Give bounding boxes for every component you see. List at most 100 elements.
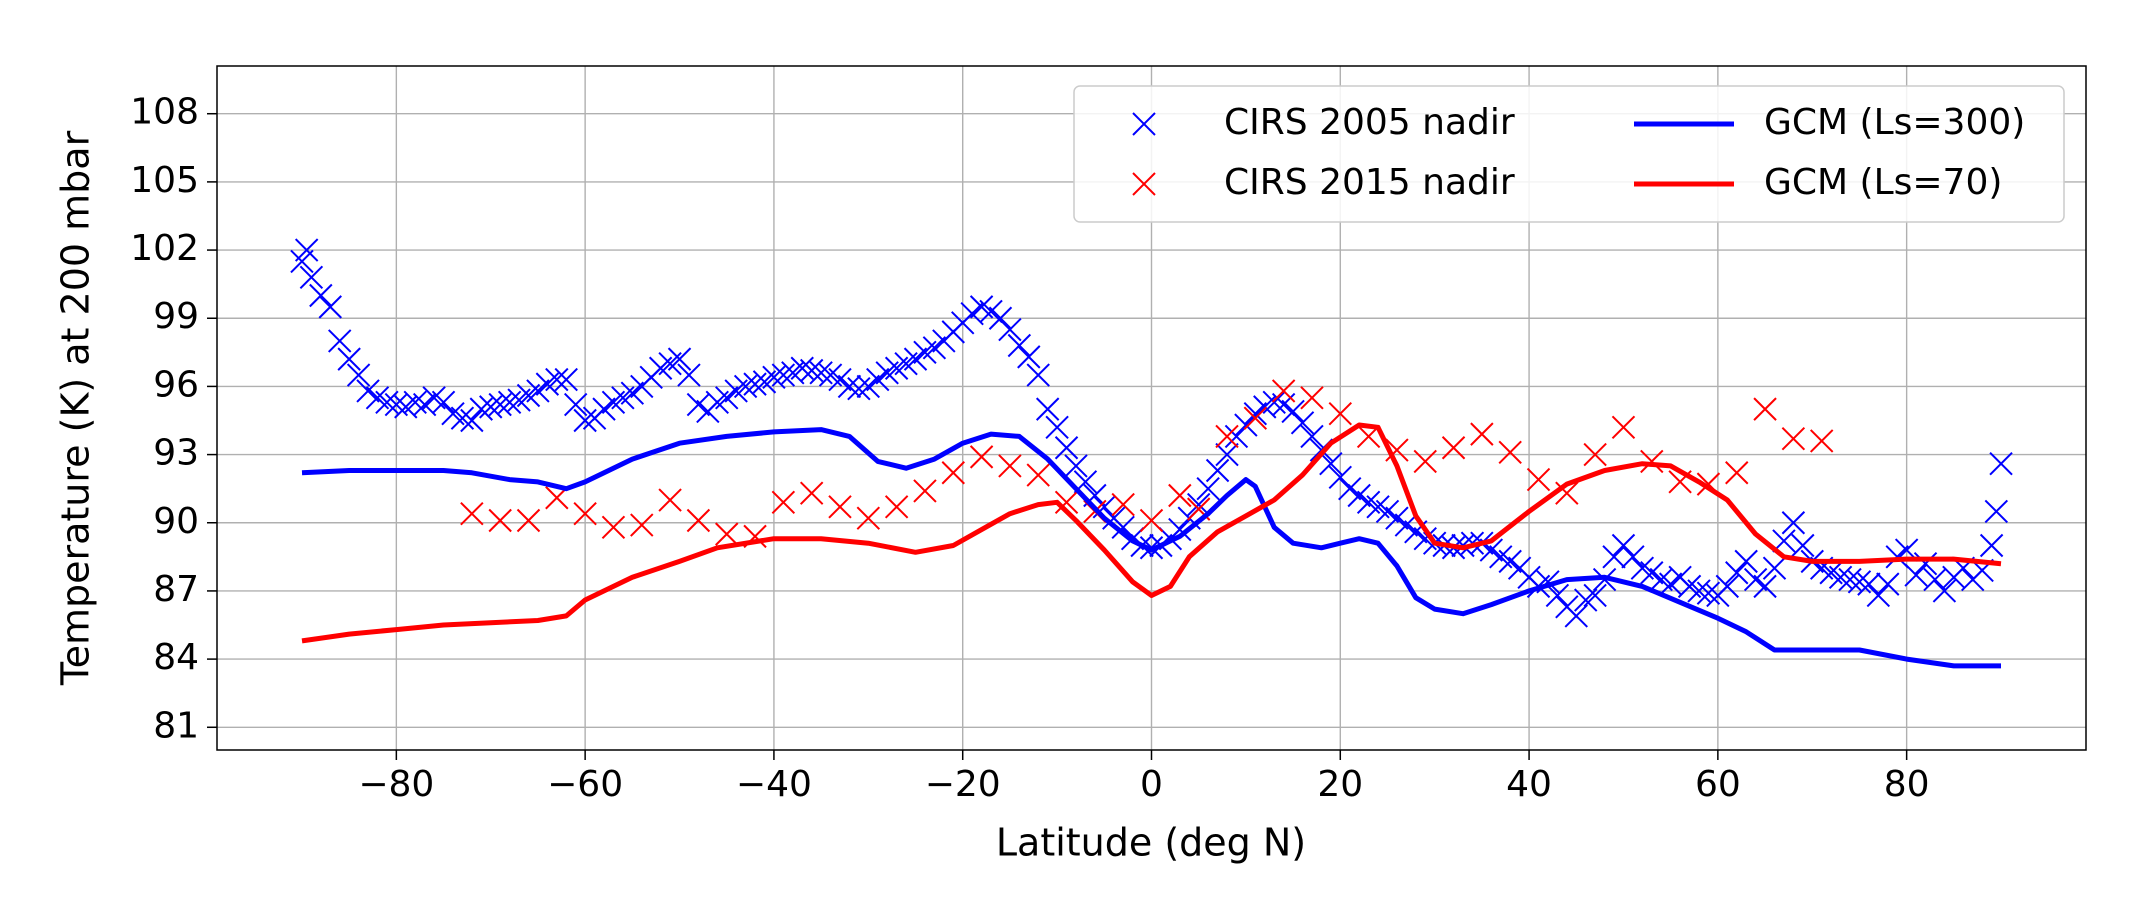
data-point: [847, 376, 871, 401]
data-point: [450, 406, 475, 430]
x-tick-label: 80: [1884, 764, 1930, 805]
data-point: [1923, 567, 1947, 592]
y-tick-label: 81: [153, 705, 199, 746]
data-point: [290, 249, 314, 274]
data-point: [1630, 556, 1655, 580]
data-point: [1385, 506, 1409, 530]
data-point: [1045, 415, 1069, 440]
data-point: [309, 283, 333, 308]
data-point: [1555, 481, 1579, 505]
data-point: [1677, 574, 1702, 599]
data-point: [1611, 415, 1636, 440]
data-point: [1366, 495, 1390, 519]
x-tick-label: 40: [1506, 764, 1552, 805]
y-tick-label: 105: [130, 160, 199, 201]
legend: CIRS 2005 nadir CIRS 2015 nadir GCM (Ls=30…: [1073, 85, 2065, 223]
data-point: [856, 506, 881, 530]
data-point: [1781, 426, 1806, 451]
data-point: [733, 374, 758, 399]
data-point: [1838, 567, 1862, 592]
data-point: [1300, 424, 1324, 449]
data-point: [866, 367, 890, 392]
data-point: [365, 386, 390, 410]
data-point: [903, 347, 928, 371]
legend-label: GCM (Ls=300): [1764, 102, 2025, 143]
data-point: [1356, 490, 1381, 515]
data-point: [1564, 604, 1588, 628]
legend-label: GCM (Ls=70): [1764, 162, 2002, 203]
data-point: [884, 495, 909, 519]
data-point: [677, 363, 701, 387]
data-point: [1611, 533, 1636, 558]
data-point: [1054, 436, 1079, 460]
data-point: [743, 372, 767, 396]
data-point: [1215, 442, 1239, 467]
data-point: [648, 356, 673, 380]
legend-label: CIRS 2005 nadir: [1224, 102, 1515, 143]
data-point: [441, 401, 465, 426]
data-point: [1819, 561, 1843, 585]
data-point: [1271, 379, 1296, 403]
data-point: [535, 372, 560, 396]
data-point: [1328, 401, 1352, 426]
data-point: [790, 356, 814, 380]
data-point: [592, 397, 616, 421]
data-point: [913, 479, 937, 503]
data-point: [762, 365, 786, 390]
data-point: [346, 363, 371, 387]
y-tick-label: 102: [130, 228, 199, 269]
x-tick-label: 20: [1317, 764, 1363, 805]
data-point: [875, 361, 899, 385]
data-point: [1743, 567, 1768, 592]
data-point: [1583, 442, 1607, 467]
data-point: [1281, 399, 1305, 424]
data-point: [715, 522, 739, 546]
data-point: [1989, 451, 2013, 476]
x-tick-label: −60: [547, 764, 623, 805]
data-point: [1602, 545, 1626, 569]
data-point: [799, 481, 824, 505]
data-point: [1725, 461, 1749, 485]
data-point: [1979, 533, 2004, 558]
data-point: [1243, 401, 1268, 426]
y-tick-label: 96: [153, 364, 199, 405]
data-point: [705, 390, 729, 415]
data-point: [516, 508, 541, 533]
data-point: [318, 295, 342, 319]
data-point: [1876, 572, 1900, 596]
data-point: [328, 329, 352, 353]
x-tick-label: −20: [925, 764, 1001, 805]
data-point: [611, 386, 635, 410]
data-point: [1196, 476, 1220, 501]
data-point: [1413, 449, 1437, 474]
legend-marker: [1132, 112, 1156, 136]
data-point: [1904, 563, 1928, 587]
data-point: [1338, 476, 1362, 501]
y-tick-label: 99: [153, 296, 199, 337]
y-tick-label: 90: [153, 501, 199, 542]
data-point: [1017, 345, 1041, 369]
data-point: [894, 351, 918, 376]
data-point: [771, 363, 796, 387]
plot-frame: [216, 65, 2087, 751]
data-point: [1441, 436, 1466, 460]
data-point: [1828, 565, 1853, 590]
y-axis-label: Temperature (K) at 200 mbar: [54, 130, 98, 686]
data-point: [1319, 451, 1343, 476]
data-point: [1932, 579, 1957, 603]
data-point: [545, 367, 569, 392]
data-point: [526, 379, 550, 403]
data-point: [1725, 561, 1749, 585]
data-point: [1866, 583, 1891, 608]
data-point: [724, 379, 748, 403]
data-point: [460, 408, 484, 433]
data-point: [1262, 390, 1286, 415]
data-point: [1026, 463, 1050, 487]
data-point: [1168, 517, 1192, 542]
data-point: [1035, 397, 1060, 421]
data-point: [294, 238, 319, 262]
data-point: [856, 374, 881, 399]
data-point: [469, 397, 494, 421]
data-point: [1715, 574, 1740, 599]
